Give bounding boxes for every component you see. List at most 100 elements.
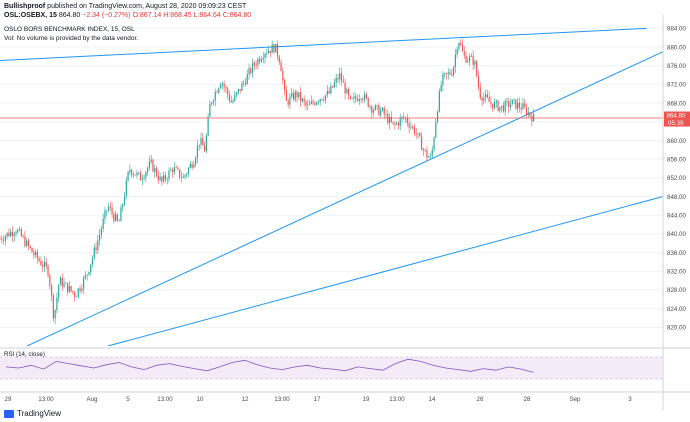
candle-body: [267, 50, 270, 54]
candle-body: [0, 238, 1, 240]
candle-body: [154, 168, 156, 172]
candle-body: [276, 44, 279, 57]
candle-body: [385, 113, 387, 115]
candle-body: [490, 101, 492, 104]
candle-body: [289, 96, 291, 105]
candle-body: [106, 210, 108, 211]
candle-body: [271, 44, 273, 53]
candle-body: [175, 167, 177, 169]
candle-body: [171, 169, 174, 173]
candle-body: [501, 105, 503, 108]
candle-body: [230, 100, 232, 103]
candle-body: [305, 101, 307, 106]
candle-body: [241, 83, 243, 91]
candle-body: [285, 90, 287, 101]
candle-body: [419, 133, 421, 137]
candle-body: [524, 103, 526, 108]
candle-body: [342, 81, 344, 83]
candle-body: [376, 105, 378, 106]
candle-body: [2, 240, 5, 241]
candle-body: [522, 103, 524, 110]
candle-body: [237, 89, 239, 93]
candle-body: [296, 91, 298, 98]
candle-body: [529, 112, 531, 117]
candle-body: [485, 94, 487, 98]
candle-body: [259, 58, 261, 62]
candle-body: [348, 89, 350, 96]
candle-body: [508, 101, 510, 108]
candle-body: [127, 171, 129, 181]
candle-body: [531, 116, 533, 122]
candle-body: [91, 257, 94, 265]
candle-body: [147, 168, 149, 172]
candle-body: [173, 167, 175, 173]
candle-body: [104, 210, 106, 219]
candle-body: [111, 207, 113, 214]
candle-body: [216, 91, 218, 93]
candle-body: [31, 247, 33, 253]
last-price: 864.80: [58, 12, 81, 19]
candle-body: [205, 135, 207, 152]
time-tick-label: 13:00: [38, 396, 54, 403]
candle-body: [458, 42, 460, 49]
candle-body: [116, 214, 118, 221]
candle-body: [86, 274, 88, 276]
candle-body: [40, 260, 42, 266]
candle-body: [244, 82, 247, 85]
candle-body: [378, 105, 380, 116]
author-name[interactable]: Bullishproof: [4, 3, 46, 10]
candle-body: [426, 150, 428, 158]
candle-body: [84, 275, 86, 279]
candle-body: [275, 44, 277, 53]
price-tick-label: 852.00: [667, 175, 686, 182]
candle-body: [34, 251, 37, 256]
candle-body: [193, 164, 195, 168]
candle-body: [424, 149, 426, 151]
candle-body: [13, 234, 15, 236]
candle-body: [152, 159, 154, 172]
rsi-band: [0, 357, 663, 379]
candle-body: [431, 149, 433, 156]
candle-body: [187, 167, 190, 174]
candle-body: [136, 172, 138, 176]
candle-body: [123, 196, 126, 205]
candle-body: [461, 44, 464, 52]
candle-body: [504, 101, 506, 112]
trendline-1: [0, 27, 647, 62]
candle-body: [159, 176, 161, 181]
candle-body: [70, 285, 72, 291]
candle-body: [317, 101, 320, 103]
candle-body: [287, 100, 289, 105]
time-tick-label: 3: [628, 396, 632, 403]
tradingview-logo-icon: [4, 409, 14, 418]
candle-body: [517, 102, 519, 109]
candle-body: [294, 91, 296, 100]
candle-body: [29, 245, 31, 248]
price-tick-label: 824.00: [667, 306, 686, 313]
candle-body: [195, 157, 197, 165]
candle-body: [54, 309, 56, 319]
price-tick-label: 884.00: [667, 26, 686, 33]
candle-body: [177, 167, 179, 170]
trendlines: [0, 27, 663, 346]
candle-body: [11, 231, 14, 236]
candle-body: [360, 98, 362, 100]
candle-body: [43, 261, 46, 267]
candle-body: [278, 56, 280, 63]
candle-body: [335, 77, 337, 83]
candle-body: [168, 170, 170, 180]
candle-body: [330, 85, 332, 94]
candle-body: [163, 175, 165, 182]
candle-body: [235, 92, 238, 95]
candle-body: [269, 50, 271, 53]
candle-body: [399, 118, 401, 126]
tradingview-logo[interactable]: TradingView: [4, 409, 61, 418]
candle-body: [58, 285, 60, 298]
candle-body: [184, 175, 186, 177]
candle-body: [452, 67, 455, 76]
candle-body: [314, 103, 316, 105]
price-tick-label: 868.00: [667, 100, 686, 107]
candle-body: [483, 97, 485, 101]
candle-body: [451, 74, 453, 76]
